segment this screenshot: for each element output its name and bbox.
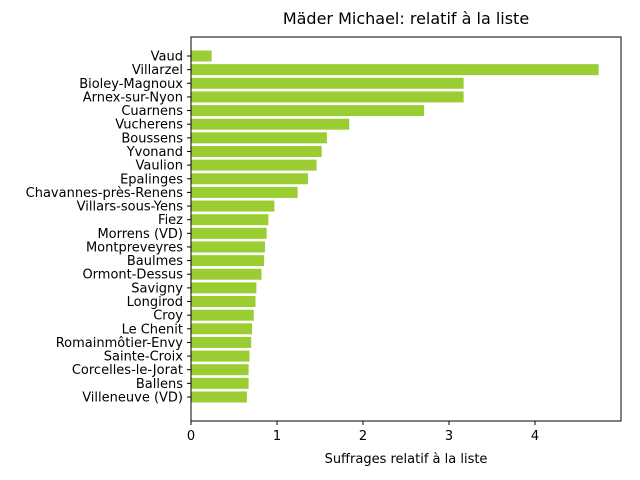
y-tick-label: Bioley-Magnoux [79, 77, 183, 92]
bar [191, 255, 265, 267]
y-tick-label: Vucherens [115, 118, 183, 133]
bar [191, 77, 464, 89]
y-tick-labels: VaudVillarzelBioley-MagnouxArnex-sur-Nyo… [26, 50, 191, 406]
bar [191, 105, 425, 117]
bar [191, 200, 275, 212]
y-tick-label: Baulmes [127, 254, 183, 269]
bar [191, 350, 250, 362]
y-tick-label: Villeneuve (VD) [82, 391, 183, 406]
bar [191, 145, 322, 157]
bar [191, 118, 350, 130]
y-tick-label: Romainmôtier-Envy [56, 336, 184, 351]
bar [191, 173, 308, 185]
x-tick-label: 3 [445, 429, 453, 444]
bar [191, 132, 327, 144]
plot-frame [190, 36, 622, 422]
y-tick-label: Arnex-sur-Nyon [83, 90, 183, 105]
y-tick-label: Villarzel [132, 63, 183, 78]
bar [191, 282, 257, 294]
y-tick-label: Vaud [151, 50, 183, 65]
y-tick-label: Sainte-Croix [104, 350, 184, 365]
y-tick-label: Longirod [127, 295, 183, 310]
x-tick-label: 0 [187, 429, 195, 444]
x-tick-label: 4 [531, 429, 539, 444]
y-tick-label: Cuarnens [121, 104, 183, 119]
y-tick-label: Corcelles-le-Jorat [72, 363, 183, 378]
bar [191, 268, 262, 280]
bar [191, 377, 249, 389]
y-tick-label: Boussens [121, 131, 183, 146]
x-tick-label: 1 [273, 429, 281, 444]
bars-group [191, 50, 599, 403]
y-tick-label: Ormont-Dessus [82, 268, 183, 283]
bar [191, 296, 256, 308]
x-tick-labels: 0 1 2 3 4 [187, 421, 539, 444]
bar [191, 50, 212, 62]
y-tick-label: Le Chenit [122, 322, 183, 337]
x-axis-label: Suffrages relatif à la liste [325, 452, 488, 467]
y-tick-label: Fiez [158, 213, 183, 228]
y-tick-label: Villars-sous-Yens [77, 200, 184, 215]
y-tick-label: Morrens (VD) [97, 227, 183, 242]
bar [191, 186, 298, 198]
bar [191, 391, 247, 403]
y-tick-label: Croy [153, 309, 183, 324]
y-tick-label: Yvonand [126, 145, 183, 160]
y-tick-label: Chavannes-près-Renens [26, 186, 184, 201]
bar [191, 159, 317, 171]
bar [191, 364, 249, 376]
bar [191, 309, 254, 321]
chart-title: Mäder Michael: relatif à la liste [283, 9, 529, 28]
bar [191, 91, 464, 103]
y-tick-label: Ballens [136, 377, 183, 392]
bar [191, 323, 253, 335]
x-tick-label: 2 [359, 429, 367, 444]
y-tick-label: Montpreveyres [86, 240, 183, 255]
bar [191, 64, 599, 76]
y-tick-label: Vaulion [135, 159, 183, 174]
bar [191, 336, 252, 348]
bar [191, 241, 265, 253]
y-tick-label: Epalinges [120, 172, 183, 187]
y-tick-label: Savigny [131, 281, 183, 296]
bar [191, 214, 269, 226]
bar [191, 227, 267, 239]
